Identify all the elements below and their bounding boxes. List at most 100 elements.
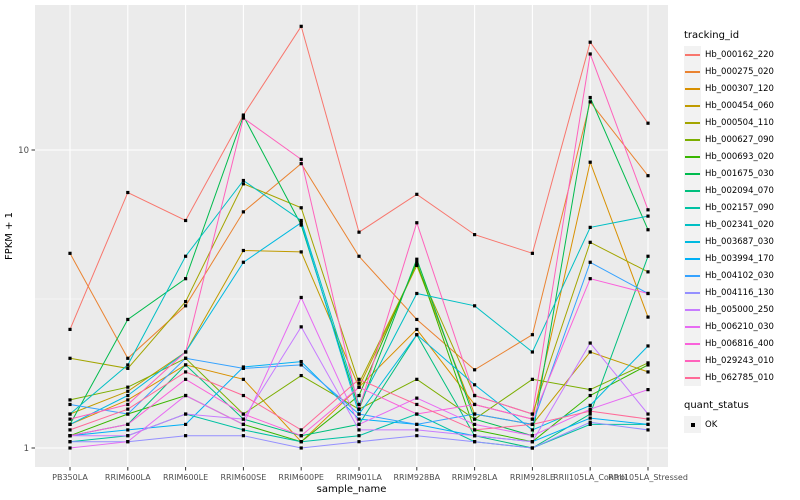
legend-item-Hb_000627_090: Hb_000627_090 <box>684 131 796 148</box>
y-tick-label: 1 <box>24 444 29 454</box>
point-marker <box>241 178 245 183</box>
point-marker <box>588 407 592 411</box>
legend-panel: tracking_id Hb_000162_220 Hb_000275_020 Hb… <box>684 30 796 433</box>
point-marker <box>646 208 650 212</box>
legend-title-quant-status: quant_status <box>684 400 749 411</box>
point-marker <box>473 233 477 237</box>
point-marker <box>473 422 477 427</box>
point-marker <box>415 428 419 432</box>
point-marker <box>588 260 592 264</box>
point-marker <box>646 228 650 232</box>
legend-item-Hb_000504_110: Hb_000504_110 <box>684 114 796 131</box>
legend-title-tracking-id: tracking_id <box>684 30 740 41</box>
line-swatch-icon <box>685 257 700 260</box>
point-marker <box>588 388 592 392</box>
point-marker <box>241 428 245 432</box>
quant-item-label: OK <box>705 419 718 430</box>
point-marker <box>530 440 534 444</box>
point-marker <box>126 190 130 195</box>
legend-item-label: Hb_005000_250 <box>705 304 774 315</box>
point-marker <box>241 377 245 381</box>
point-marker <box>126 385 130 389</box>
y-tick-label: 10 <box>18 146 29 156</box>
x-tick-label: RRIM600LA <box>105 473 151 482</box>
point-marker <box>299 206 303 210</box>
line-swatch-icon <box>685 53 700 56</box>
point-marker <box>184 356 188 360</box>
x-tick-label: PB350LA <box>52 473 88 482</box>
point-marker <box>126 398 130 402</box>
point-marker <box>473 402 477 407</box>
point-marker <box>646 412 650 416</box>
point-marker <box>646 428 650 432</box>
point-marker <box>530 377 534 381</box>
point-marker <box>415 260 419 264</box>
point-marker <box>241 366 245 370</box>
legend-item-Hb_002341_020: Hb_002341_020 <box>684 216 796 233</box>
point-marker <box>530 434 534 438</box>
point-marker <box>241 422 245 427</box>
point-marker <box>588 40 592 44</box>
line-swatch-icon <box>685 325 700 328</box>
line-swatch-icon <box>685 274 700 277</box>
point-marker <box>588 52 592 56</box>
point-marker <box>126 393 130 398</box>
point-marker <box>299 446 303 450</box>
legend-key-box <box>684 114 701 131</box>
point-marker <box>415 257 419 261</box>
point-marker <box>241 210 245 214</box>
point-marker <box>646 254 650 258</box>
point-marker <box>473 440 477 444</box>
point-marker <box>415 333 419 337</box>
point-marker <box>126 407 130 411</box>
point-marker <box>126 366 130 370</box>
line-swatch-icon <box>685 155 700 158</box>
legend-item-label: Hb_062785_010 <box>705 372 774 383</box>
point-marker <box>184 350 188 354</box>
point-marker <box>126 356 130 360</box>
point-marker <box>646 214 650 218</box>
legend-item-Hb_004116_130: Hb_004116_130 <box>684 284 796 301</box>
point-marker <box>184 377 188 381</box>
point-marker <box>357 434 361 438</box>
legend-key-box <box>684 233 701 250</box>
line-swatch-icon <box>685 291 700 294</box>
legend-item-Hb_005000_250: Hb_005000_250 <box>684 301 796 318</box>
point-marker <box>646 422 650 427</box>
point-marker <box>357 407 361 411</box>
point-marker <box>588 225 592 229</box>
point-marker <box>299 218 303 223</box>
point-marker <box>473 368 477 372</box>
legend-key-box <box>684 284 701 301</box>
legend-key-box <box>684 318 701 335</box>
point-marker <box>415 402 419 407</box>
point-marker <box>184 412 188 416</box>
point-marker <box>588 95 592 100</box>
legend-item-Hb_002094_070: Hb_002094_070 <box>684 182 796 199</box>
point-marker <box>299 295 303 300</box>
point-marker <box>530 412 534 416</box>
legend-item-Hb_062785_010: Hb_062785_010 <box>684 369 796 386</box>
y-axis-title: FPKM + 1 <box>4 212 15 260</box>
point-marker <box>68 402 72 407</box>
line-swatch-icon <box>685 172 700 175</box>
point-marker <box>357 377 361 381</box>
point-marker <box>241 114 245 118</box>
point-marker <box>530 428 534 432</box>
legend-key-box <box>684 80 701 97</box>
legend-item-Hb_000307_120: Hb_000307_120 <box>684 80 796 97</box>
legend-key-box <box>684 352 701 369</box>
point-marker <box>184 370 188 374</box>
legend-item-label: Hb_002341_020 <box>705 219 774 230</box>
line-swatch-icon <box>685 87 700 90</box>
point-marker <box>126 428 130 432</box>
point-marker <box>530 417 534 421</box>
point-marker <box>126 412 130 416</box>
legend-key-box <box>684 182 701 199</box>
point-marker <box>415 263 419 267</box>
legend-item-label: Hb_004116_130 <box>705 287 774 298</box>
point-marker <box>299 162 303 166</box>
point-marker <box>588 403 592 407</box>
quant-key-box <box>684 416 701 433</box>
point-marker <box>299 157 303 161</box>
